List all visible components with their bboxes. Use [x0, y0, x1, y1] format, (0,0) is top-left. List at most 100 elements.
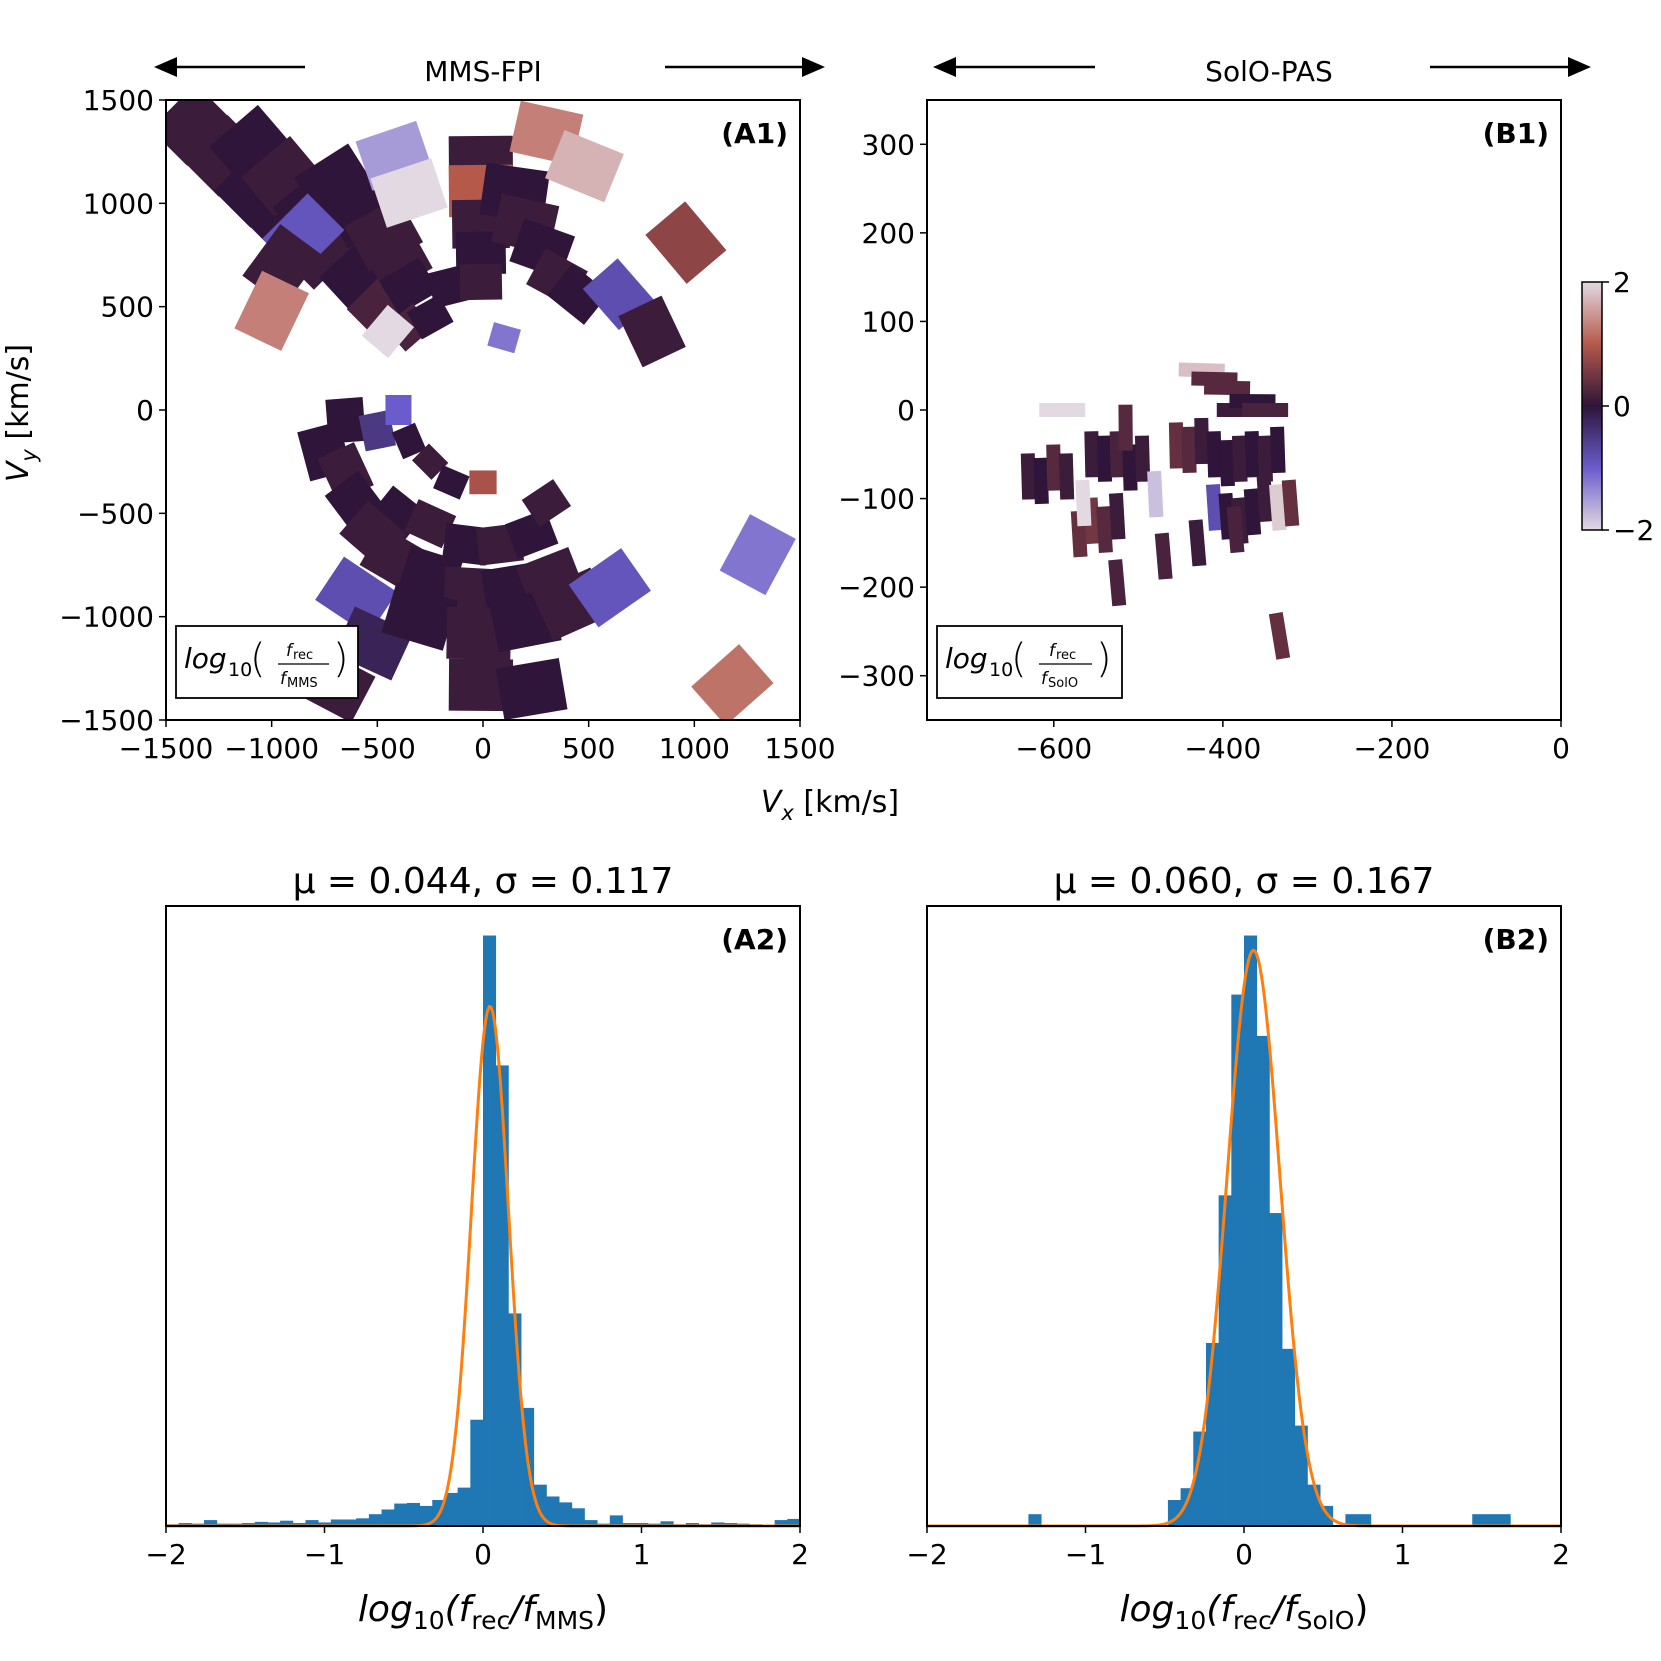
a1-xtick-label: −500 [339, 732, 416, 765]
a1-cell [364, 228, 433, 294]
a2-bar [660, 1521, 674, 1526]
colorbar-tick-label: −2 [1613, 514, 1654, 547]
a1-xtick-label: −1000 [224, 732, 319, 765]
b2-title: μ = 0.060, σ = 0.167 [1054, 861, 1435, 902]
a1-legend-den: f [280, 669, 289, 689]
b2-bar [1256, 1035, 1270, 1526]
a2-bar [381, 1509, 395, 1526]
b1-cell [1033, 457, 1049, 505]
b1-cell [1194, 417, 1210, 465]
b1-ytick-label: −100 [838, 483, 915, 516]
a1-cell [361, 304, 415, 359]
a1-cell [546, 263, 610, 325]
right-arrow-icon-head [802, 57, 825, 77]
a2-xtick-label: 1 [633, 1538, 651, 1571]
b1-cell [1118, 404, 1133, 451]
a1-cell [385, 395, 412, 425]
b1-ytick-label: 200 [862, 217, 915, 250]
a1-cell [339, 500, 407, 568]
b1-legend-log-sub: 10 [989, 659, 1013, 681]
a1-cell [691, 644, 774, 720]
b1-ytick-label: −200 [838, 571, 915, 604]
a1-ytick-label: 0 [136, 394, 154, 427]
a1-legend-paren-open: ( [250, 636, 266, 682]
a1-xtick-label: −1500 [119, 732, 214, 765]
panel-label-a1: (A1) [721, 117, 788, 150]
b1-legend-den: f [1041, 669, 1050, 689]
a1-cell [241, 135, 324, 217]
b2-bar [1205, 1342, 1220, 1526]
a1-xtick-label: 0 [474, 732, 492, 765]
a1-cell [545, 129, 624, 203]
a2-bar [254, 1521, 268, 1526]
b1-cell [1084, 431, 1100, 478]
b1-cell [1270, 426, 1286, 474]
a1-cell [521, 479, 572, 527]
a2-bar [343, 1519, 357, 1526]
b1-legend-paren-open: ( [1011, 636, 1027, 682]
panel-label-b1: (B1) [1483, 117, 1549, 150]
a1-cell [234, 270, 309, 351]
a2-bar [356, 1518, 370, 1526]
a1-xtick-label: 1000 [659, 732, 730, 765]
panel-b2: μ = 0.060, σ = 0.167 −2 −1 0 1 2 (B2) log10(… [906, 861, 1570, 1635]
a1-cell [495, 657, 568, 720]
b1-cell [1219, 439, 1235, 487]
instrument-title-a1: MMS-FPI [424, 55, 541, 88]
b1-xtick-label: 0 [1552, 732, 1570, 765]
a1-xtick-label: 1500 [764, 732, 835, 765]
a2-bar [406, 1502, 420, 1526]
b1-cell [1181, 426, 1197, 474]
b1-legend: log 10 ( f rec f SolO ) [936, 625, 1123, 699]
b2-axis-ticks: −2 −1 0 1 2 [906, 1526, 1570, 1571]
b2-bar [1231, 994, 1245, 1526]
a1-cell [618, 295, 686, 368]
a1-cell [391, 422, 427, 460]
b1-cell [1206, 431, 1223, 478]
b1-ytick-label: 300 [862, 128, 915, 161]
a2-xtick-label: −2 [145, 1538, 186, 1571]
a2-bar [609, 1515, 623, 1526]
b1-cell [1075, 479, 1092, 527]
b2-xtick-label: 2 [1552, 1538, 1570, 1571]
a2-bar [483, 935, 497, 1526]
b1-cell [1244, 431, 1261, 478]
panel-a1: MMS-FPI −1500 −1000 −500 0 500 1000 1500−1500−… [1, 55, 899, 825]
a2-histogram-bars [166, 935, 801, 1526]
a1-xtick-label: 500 [562, 732, 615, 765]
b2-histogram-bars [1028, 935, 1511, 1526]
a1-cell [487, 322, 521, 354]
b1-cell [1154, 532, 1173, 580]
panel-a2: μ = 0.044, σ = 0.117 −2 −1 0 1 2 (A2) log10(… [145, 861, 809, 1635]
instrument-title-b1: SolO-PAS [1205, 55, 1333, 88]
b1-cell [1242, 403, 1289, 417]
b1-legend-box [936, 625, 1123, 699]
a1-cell [719, 514, 796, 596]
b1-cell [1058, 453, 1075, 500]
b1-cell [1108, 559, 1127, 607]
b2-xtick-label: 0 [1235, 1538, 1253, 1571]
b2-bar [1345, 1514, 1372, 1526]
a1-ytick-label: −500 [77, 497, 154, 530]
a1-cell [469, 470, 497, 495]
a1-cell [325, 397, 366, 444]
a1-cell [433, 465, 470, 500]
a1-cell [568, 548, 651, 628]
colorbar-gradient [1581, 281, 1603, 531]
a2-bar [711, 1522, 725, 1526]
b1-cell [1226, 506, 1245, 554]
panel-b1: SolO-PAS −600 −400 −200 0 300 200 100 0 −100 −200… [838, 55, 1591, 765]
panel-label-b2: (B2) [1483, 923, 1549, 956]
b1-heatmap-cells [1020, 362, 1300, 660]
a1-heatmap-cells [166, 100, 796, 720]
b1-cell [1168, 422, 1184, 469]
a2-bar [318, 1522, 332, 1526]
a1-ytick-label: 1500 [83, 84, 154, 117]
a1-cell [645, 201, 727, 284]
a1-cell [412, 443, 449, 480]
a1-legend-num: f [286, 641, 295, 661]
b1-legend-num-sub: rec [1056, 648, 1076, 663]
b1-cell [1122, 444, 1138, 491]
b1-cell [1108, 492, 1126, 540]
b2-bar [1294, 1425, 1308, 1526]
